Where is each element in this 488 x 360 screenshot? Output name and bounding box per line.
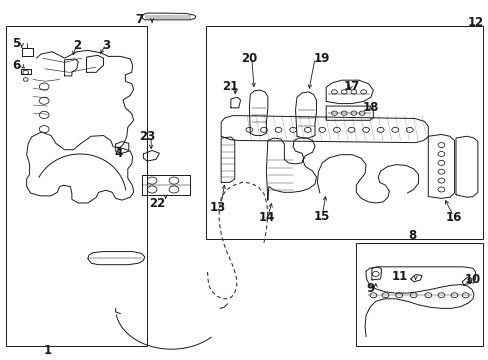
Text: 20: 20 xyxy=(241,52,257,65)
Text: 10: 10 xyxy=(464,274,480,287)
Text: 9: 9 xyxy=(366,282,374,295)
Text: 4: 4 xyxy=(114,148,122,161)
Text: 13: 13 xyxy=(209,201,225,214)
Text: 14: 14 xyxy=(258,211,274,224)
Text: 17: 17 xyxy=(343,80,359,93)
Text: 12: 12 xyxy=(467,16,483,29)
Text: 3: 3 xyxy=(102,39,110,52)
Text: 21: 21 xyxy=(222,80,238,93)
Text: 1: 1 xyxy=(43,345,52,357)
Text: 11: 11 xyxy=(391,270,407,283)
Text: 6: 6 xyxy=(12,59,20,72)
Text: 19: 19 xyxy=(313,52,330,65)
Text: 15: 15 xyxy=(313,210,330,222)
Text: 5: 5 xyxy=(12,37,20,50)
Text: 18: 18 xyxy=(362,102,378,114)
Text: 8: 8 xyxy=(407,229,415,242)
Text: 23: 23 xyxy=(139,130,155,143)
Text: 16: 16 xyxy=(445,211,461,224)
Text: 22: 22 xyxy=(148,197,165,210)
Text: 7: 7 xyxy=(135,13,143,26)
Text: 2: 2 xyxy=(73,39,81,52)
